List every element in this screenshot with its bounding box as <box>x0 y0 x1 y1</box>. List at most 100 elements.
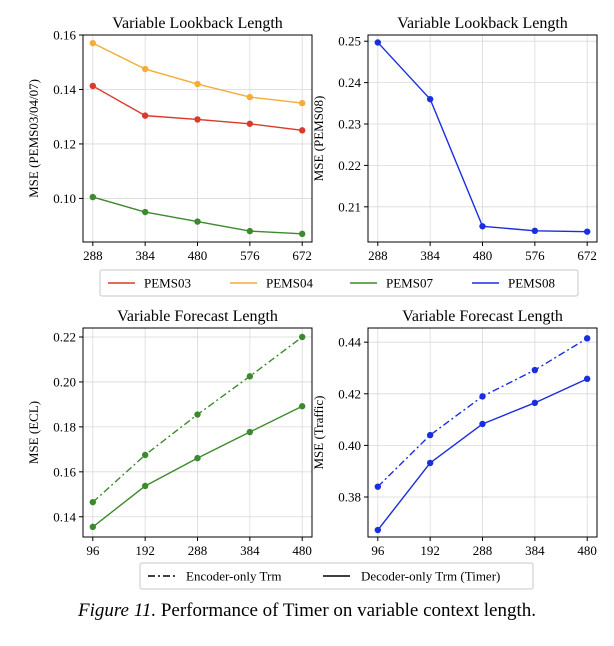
data-point <box>298 99 306 107</box>
data-point <box>89 82 97 90</box>
data-point <box>194 218 201 225</box>
legend-label: PEMS03 <box>144 276 191 291</box>
legend-label: PEMS08 <box>508 276 555 291</box>
x-tick-label: 288 <box>368 248 388 263</box>
x-tick-label: 192 <box>420 543 440 558</box>
y-tick-label: 0.16 <box>53 464 76 479</box>
x-tick-label: 480 <box>188 248 208 263</box>
chart-title: Variable Lookback Length <box>397 15 568 32</box>
y-tick-label: 0.22 <box>53 329 76 344</box>
data-point <box>583 228 591 235</box>
y-tick-label: 0.14 <box>53 82 76 97</box>
legend-box <box>99 269 579 297</box>
y-axis-label: MSE (Traffic) <box>311 395 326 469</box>
y-tick-label: 0.18 <box>53 419 76 434</box>
y-tick-label: 0.21 <box>338 199 361 214</box>
legend-models: Encoder-only Trm Decoder-only Trm (Timer) <box>139 562 534 590</box>
data-point <box>194 454 201 462</box>
y-tick-label: 0.16 <box>53 28 76 43</box>
data-point <box>141 65 149 73</box>
data-point <box>246 93 254 101</box>
x-tick-label: 576 <box>525 248 545 263</box>
y-tick-label: 0.12 <box>53 136 76 151</box>
y-tick-label: 0.14 <box>53 509 76 524</box>
legend-datasets: PEMS03 PEMS04 PEMS07 PEMS08 <box>99 269 579 297</box>
chart-title: Variable Forecast Length <box>402 308 563 325</box>
data-point <box>141 112 149 119</box>
chart-panel-1: 288 384 480 576 672 0.10 0.12 0.14 0.16 Variable … <box>26 15 313 263</box>
data-point <box>194 411 201 418</box>
chart-panel-2: 288 384 480 576 672 0.21 0.22 0.23 0.24 0.25 Varia… <box>311 15 598 263</box>
x-tick-label: 576 <box>240 248 260 263</box>
data-point <box>426 459 434 467</box>
data-point <box>531 227 539 235</box>
x-tick-label: 480 <box>292 543 312 558</box>
chart-panel-3: 96 192 288 384 480 0.14 0.16 0.18 0.20 0.22 Variab… <box>26 308 313 558</box>
figure-number: Figure 11. <box>77 600 157 621</box>
y-axis-label: MSE (PEMS03/04/07) <box>26 79 41 198</box>
data-point <box>374 39 382 46</box>
data-point <box>246 227 254 235</box>
data-point <box>246 373 254 380</box>
data-point <box>246 120 254 127</box>
x-tick-label: 480 <box>473 248 493 263</box>
figure-caption: Figure 11. Performance of Timer on varia… <box>0 600 614 622</box>
y-tick-label: 0.20 <box>53 374 76 389</box>
y-tick-label: 0.23 <box>338 117 361 132</box>
data-point <box>583 375 591 383</box>
data-point <box>89 193 97 201</box>
data-point <box>426 431 434 439</box>
legend-label: Encoder-only Trm <box>186 569 281 584</box>
data-point <box>583 335 591 342</box>
y-tick-label: 0.44 <box>338 335 361 350</box>
caption-text: Performance of Timer on variable context… <box>160 600 536 621</box>
y-tick-label: 0.22 <box>338 158 361 173</box>
data-point <box>246 428 254 436</box>
x-tick-label: 384 <box>420 248 440 263</box>
x-tick-label: 192 <box>135 543 155 558</box>
data-point <box>298 230 306 238</box>
data-point <box>298 127 306 134</box>
data-point <box>479 223 486 230</box>
y-tick-label: 0.42 <box>338 386 361 401</box>
y-tick-label: 0.25 <box>338 34 361 49</box>
data-point <box>141 482 149 490</box>
chart-panel-4: 96 192 288 384 480 0.38 0.40 0.42 0.44 Variable F… <box>311 308 598 558</box>
data-point <box>194 80 201 88</box>
x-tick-label: 288 <box>188 543 208 558</box>
data-point <box>89 523 97 531</box>
x-tick-label: 480 <box>577 543 597 558</box>
data-point <box>141 451 149 459</box>
data-point <box>479 393 486 400</box>
x-tick-label: 384 <box>525 543 545 558</box>
x-tick-label: 384 <box>240 543 260 558</box>
data-point <box>298 403 306 410</box>
data-point <box>374 483 382 490</box>
legend-label: PEMS07 <box>386 276 433 291</box>
x-tick-label: 96 <box>86 543 100 558</box>
x-tick-label: 672 <box>292 248 312 263</box>
data-point <box>194 116 201 123</box>
chart-title: Variable Lookback Length <box>112 15 283 32</box>
x-tick-label: 384 <box>135 248 155 263</box>
y-tick-label: 0.38 <box>338 490 361 505</box>
chart-title: Variable Forecast Length <box>117 308 278 325</box>
y-axis-label: MSE (ECL) <box>26 401 41 464</box>
data-point <box>531 399 539 407</box>
data-point <box>479 420 486 428</box>
data-point <box>89 498 97 506</box>
x-tick-label: 288 <box>473 543 493 558</box>
data-point <box>374 526 382 534</box>
y-tick-label: 0.10 <box>53 191 76 206</box>
data-point <box>426 95 434 103</box>
data-point <box>141 208 149 216</box>
x-tick-label: 288 <box>83 248 103 263</box>
y-axis-label: MSE (PEMS08) <box>311 96 326 182</box>
x-tick-label: 672 <box>577 248 597 263</box>
data-point <box>89 39 97 47</box>
data-point <box>298 333 306 341</box>
y-tick-label: 0.24 <box>338 75 361 90</box>
y-tick-label: 0.40 <box>338 438 361 453</box>
data-point <box>531 366 539 374</box>
